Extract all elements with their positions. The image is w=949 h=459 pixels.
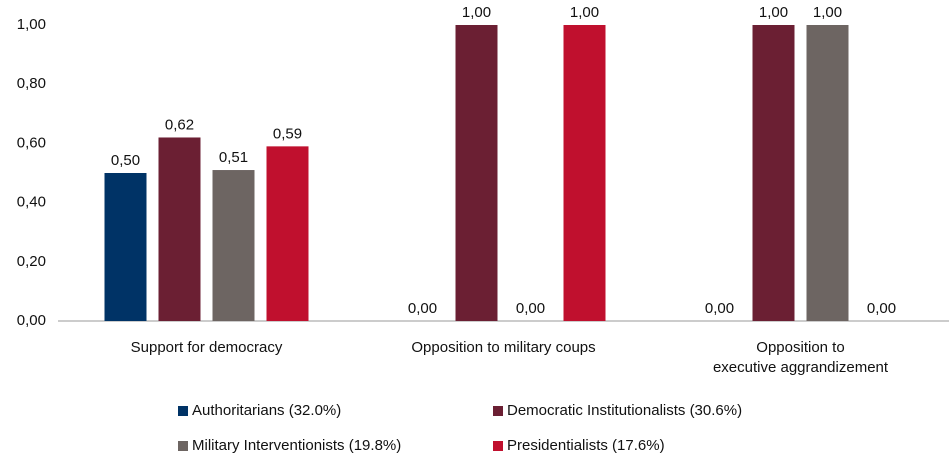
y-tick-label: 0,60 (17, 134, 46, 151)
bar (563, 25, 606, 321)
legend-label: Presidentialists (17.6%) (507, 437, 665, 454)
data-label: 0,00 (408, 300, 437, 317)
data-label: 0,59 (273, 125, 302, 142)
x-tick-label: Opposition to military coups (411, 339, 595, 356)
y-tick-label: 1,00 (17, 16, 46, 33)
x-tick-label: Support for democracy (131, 339, 283, 356)
data-label: 1,00 (813, 4, 842, 21)
y-tick-label: 0,80 (17, 75, 46, 92)
y-tick-label: 0,20 (17, 253, 46, 270)
legend-swatch (493, 441, 503, 451)
data-label: 0,00 (705, 300, 734, 317)
bar (266, 146, 309, 321)
data-label: 0,51 (219, 149, 248, 166)
bar (158, 137, 201, 321)
data-label: 1,00 (759, 4, 788, 21)
bar (806, 25, 849, 321)
data-label: 1,00 (462, 4, 491, 21)
x-tick-label: Opposition to executive aggrandizement (713, 339, 889, 376)
legend-swatch (178, 406, 188, 416)
data-label: 0,50 (111, 152, 140, 169)
bar (104, 173, 147, 321)
data-label: 0,62 (165, 116, 194, 133)
legend-swatch (178, 441, 188, 451)
legend-label: Authoritarians (32.0%) (192, 402, 341, 419)
y-tick-label: 0,40 (17, 194, 46, 211)
bar (455, 25, 498, 321)
bar (212, 170, 255, 321)
legend-label: Military Interventionists (19.8%) (192, 437, 401, 454)
data-label: 0,00 (867, 300, 896, 317)
data-label: 1,00 (570, 4, 599, 21)
legend-label: Democratic Institutionalists (30.6%) (507, 402, 742, 419)
y-tick-label: 0,00 (17, 312, 46, 329)
legend-swatch (493, 406, 503, 416)
bar (752, 25, 795, 321)
data-label: 0,00 (516, 300, 545, 317)
